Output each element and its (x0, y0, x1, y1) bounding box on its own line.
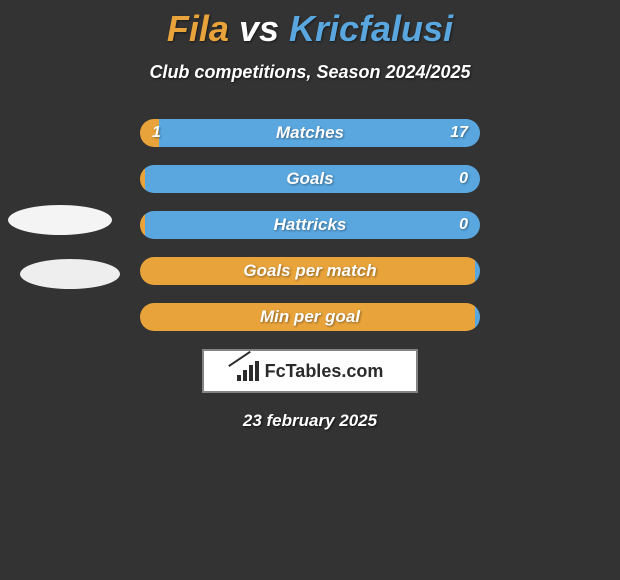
stat-row: Goals0 (140, 165, 480, 193)
stat-label: Goals (140, 165, 480, 193)
stat-row: Goals per match (140, 257, 480, 285)
stat-value-right: 0 (459, 211, 468, 239)
stat-label: Goals per match (140, 257, 480, 285)
bar-chart-icon (237, 361, 259, 381)
date-text: 23 february 2025 (0, 411, 620, 431)
brand-text: FcTables.com (265, 361, 384, 382)
comparison-title: Fila vs Kricfalusi (0, 0, 620, 50)
stat-label: Hattricks (140, 211, 480, 239)
logo-shape (20, 259, 120, 289)
stat-label: Min per goal (140, 303, 480, 331)
stat-row: Matches1 17 (140, 119, 480, 147)
logo-shape (8, 205, 112, 235)
stat-value-left: 1 (152, 119, 161, 147)
subtitle: Club competitions, Season 2024/2025 (0, 62, 620, 83)
stat-value-right: 0 (459, 165, 468, 193)
stat-label: Matches (140, 119, 480, 147)
brand-box: FcTables.com (202, 349, 418, 393)
player-left-name: Fila (167, 8, 229, 49)
player-right-name: Kricfalusi (289, 8, 453, 49)
vs-text: vs (239, 8, 279, 49)
stat-row: Hattricks0 (140, 211, 480, 239)
stat-row: Min per goal (140, 303, 480, 331)
stat-value-right: 17 (450, 119, 468, 147)
